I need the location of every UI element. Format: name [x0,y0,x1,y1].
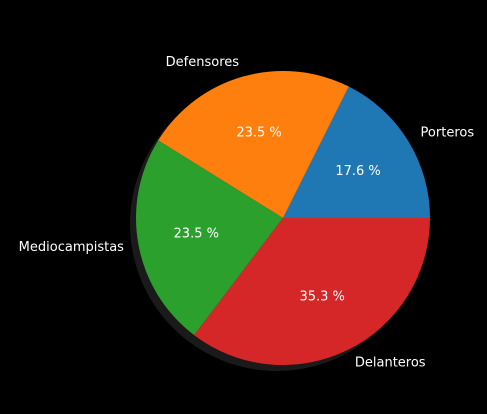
slice-label-defensores: Defensores [166,55,240,70]
slice-label-delanteros: Delanteros [355,355,426,370]
pie-slices [136,71,430,365]
slice-label-porteros: Porteros [421,126,475,141]
slice-pct-porteros: 17.6 % [335,164,380,179]
slice-label-mediocampistas: Mediocampistas [19,240,125,255]
slice-pct-delanteros: 35.3 % [299,290,344,305]
slice-pct-mediocampistas: 23.5 % [174,226,219,241]
slice-pct-defensores: 23.5 % [236,126,281,141]
